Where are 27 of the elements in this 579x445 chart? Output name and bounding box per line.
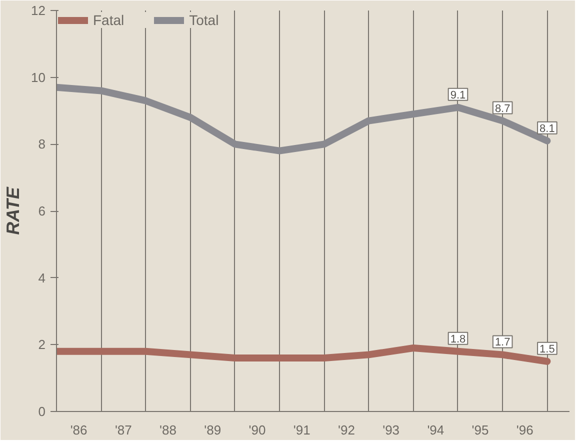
data-label: 9.1 (450, 89, 466, 102)
y-axis-title: RATE (3, 186, 24, 235)
x-tick-label: '90 (248, 422, 266, 438)
data-label: 8.1 (540, 122, 555, 135)
y-tick-label: 8 (38, 136, 46, 152)
y-tick-label: 2 (38, 337, 46, 352)
x-tick-label: '93 (382, 422, 400, 438)
y-tick-label: 12 (31, 3, 46, 18)
legend-label: Total (189, 12, 219, 28)
data-label: 1.8 (450, 333, 466, 346)
x-tick-label: '86 (70, 422, 88, 438)
x-tick-label: '95 (472, 422, 489, 438)
y-tick-label: 4 (38, 270, 46, 286)
data-label: 8.7 (494, 102, 510, 115)
x-tick-label: '91 (293, 422, 310, 438)
x-tick-label: '88 (160, 422, 177, 438)
x-tick-label: '87 (114, 422, 132, 438)
y-tick-label: 0 (38, 404, 46, 419)
x-tick-label: '94 (427, 422, 444, 438)
y-tick-label: 6 (38, 204, 46, 218)
x-tick-label: '89 (204, 422, 222, 438)
x-tick-label: '96 (516, 422, 534, 438)
data-label: 1.7 (494, 336, 510, 349)
x-tick-label: '92 (338, 422, 355, 438)
legend-label: Fatal (93, 12, 124, 28)
y-tick-label: 10 (31, 70, 46, 85)
data-label: 1.5 (540, 343, 555, 356)
